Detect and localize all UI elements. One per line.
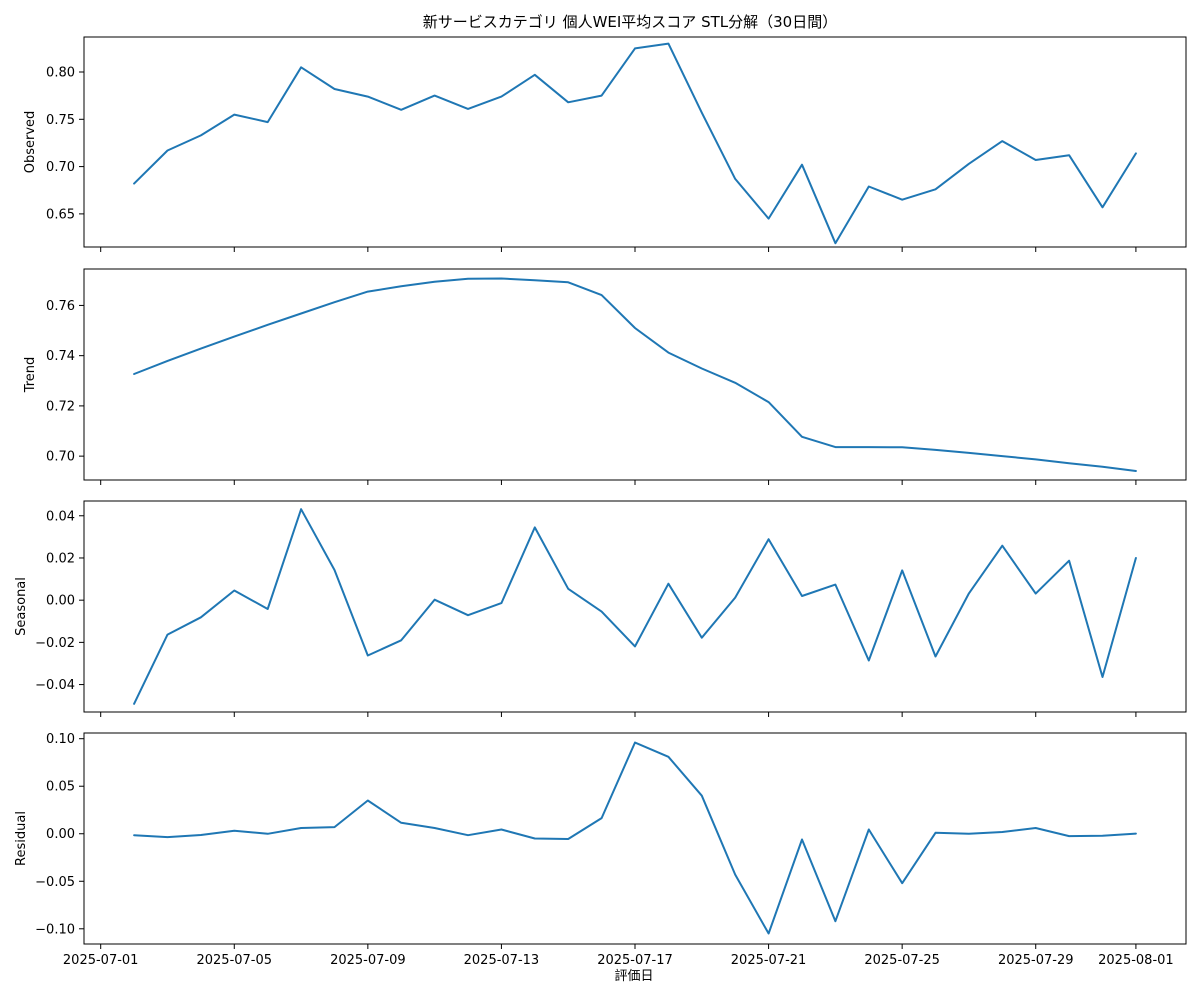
trend-y-tick-label: 0.74 <box>46 349 75 364</box>
x-tick-label: 2025-07-05 <box>196 953 272 968</box>
x-tick-label: 2025-07-25 <box>864 953 940 968</box>
trend-y-tick-label: 0.72 <box>46 399 75 414</box>
seasonal-y-axis-label: Seasonal <box>14 577 29 636</box>
seasonal-y-tick-label: −0.04 <box>35 678 75 693</box>
x-tick-label: 2025-07-21 <box>731 953 807 968</box>
seasonal-y-tick-label: −0.02 <box>35 636 75 651</box>
residual-y-tick-label: −0.05 <box>35 875 75 890</box>
observed-y-tick-label: 0.70 <box>46 160 75 175</box>
seasonal-y-tick-label: 0.00 <box>46 594 75 609</box>
x-tick-label: 2025-08-01 <box>1098 953 1174 968</box>
residual-y-tick-label: 0.10 <box>46 732 75 747</box>
observed-panel: 0.65 0.70 0.75 0.80 Observed <box>23 36 1187 252</box>
seasonal-y-tick-label: 0.04 <box>46 509 75 524</box>
x-tick-label: 2025-07-13 <box>464 953 540 968</box>
residual-y-tick-label: 0.00 <box>46 827 75 842</box>
x-tick-label: 2025-07-01 <box>63 953 139 968</box>
residual-y-axis-label: Residual <box>14 811 29 866</box>
panels-group: 0.65 0.70 0.75 0.80 Observed 0.70 0.72 0.74 0.76… <box>14 36 1187 968</box>
x-tick-label: 2025-07-09 <box>330 953 406 968</box>
seasonal-series-line <box>133 508 1137 705</box>
x-tick-label: 2025-07-17 <box>597 953 673 968</box>
residual-panel: −0.10 −0.05 0.00 0.05 0.10 Residual 2025-07-01… <box>14 732 1187 968</box>
observed-y-tick-label: 0.75 <box>46 113 75 128</box>
observed-y-tick-label: 0.65 <box>46 207 75 222</box>
residual-y-tick-label: 0.05 <box>46 780 75 795</box>
x-tick-label: 2025-07-29 <box>998 953 1074 968</box>
chart-title: 新サービスカテゴリ 個人WEI平均スコア STL分解（30日間） <box>423 13 837 31</box>
seasonal-panel-frame <box>83 500 1187 713</box>
residual-panel-frame <box>83 732 1187 945</box>
seasonal-panel: −0.04 −0.02 0.00 0.02 0.04 Seasonal <box>14 500 1187 717</box>
trend-y-axis-label: Trend <box>23 357 38 394</box>
observed-y-tick-label: 0.80 <box>46 66 75 81</box>
x-axis-label: 評価日 <box>614 969 653 984</box>
trend-series-line <box>133 277 1137 472</box>
trend-panel-frame <box>83 268 1187 481</box>
residual-series-line <box>133 741 1137 935</box>
trend-y-tick-label: 0.76 <box>46 299 75 314</box>
observed-y-axis-label: Observed <box>23 111 38 174</box>
observed-panel-frame <box>83 36 1187 248</box>
trend-y-tick-label: 0.70 <box>46 450 75 465</box>
observed-series-line <box>133 42 1137 245</box>
seasonal-y-tick-label: 0.02 <box>46 551 75 566</box>
residual-y-tick-label: −0.10 <box>35 922 75 937</box>
trend-panel: 0.70 0.72 0.74 0.76 Trend <box>23 268 1187 485</box>
